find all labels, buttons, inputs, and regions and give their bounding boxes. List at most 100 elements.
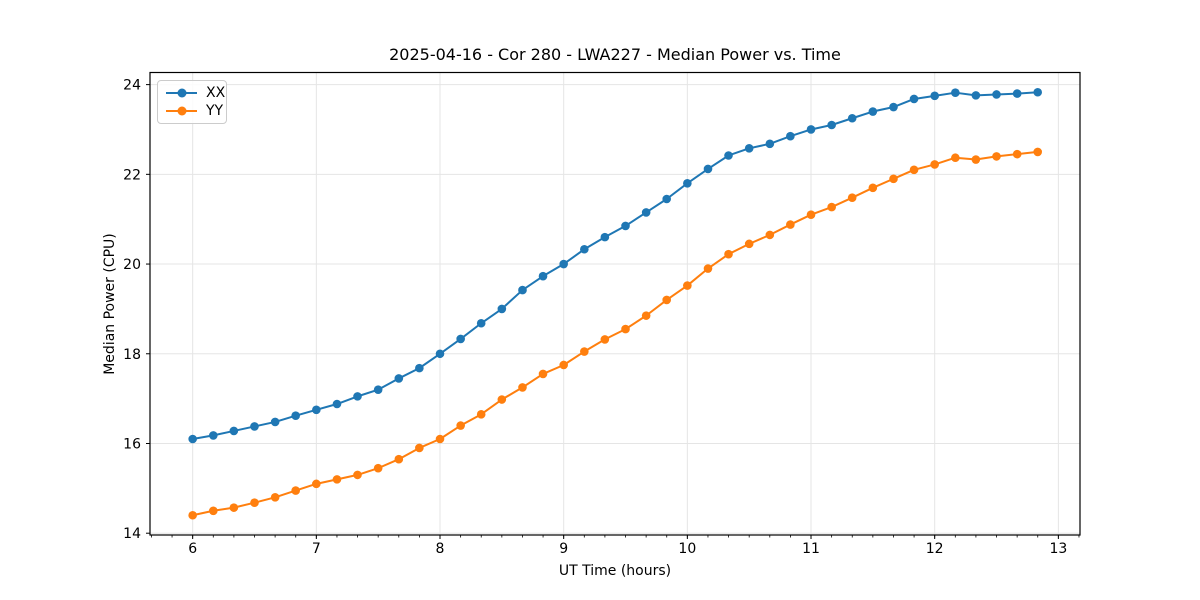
series-yy-marker [827,202,836,212]
series-yy-marker [250,498,259,508]
series-yy-marker [580,347,589,356]
series-xx-marker [744,144,754,153]
y-tick-label: 16 [123,436,141,452]
series-yy-marker [229,503,239,512]
series-xx-marker [724,151,733,160]
series-yy-marker [683,281,692,290]
series-xx-marker [683,179,692,188]
series-yy-marker [930,160,939,169]
series-yy-marker [312,479,321,489]
series-xx-marker [889,102,898,112]
x-tick-label: 9 [559,541,568,557]
legend-line-xx-icon [166,87,197,99]
series-yy-marker [992,152,1001,161]
series-xx-marker [476,318,486,328]
series-xx-marker [971,91,981,100]
series-yy-marker [847,193,857,202]
series-xx-marker [415,363,424,373]
legend-label-yy: YY [206,103,224,119]
series-yy-marker [559,360,568,370]
plot-border [149,71,1081,536]
legend-label-xx: XX [206,85,226,101]
series-yy-marker [868,183,878,193]
series-yy-marker [744,239,754,249]
series-xx-marker [847,113,857,123]
series-yy-marker [600,335,610,344]
series-xx-marker [621,221,630,231]
series-xx-marker [951,88,960,97]
series-xx-marker [1033,87,1042,97]
y-tick-label: 18 [123,347,141,363]
series-yy-marker [332,475,342,484]
x-tick-label: 10 [678,541,696,557]
series-xx-marker [827,120,836,130]
series-xx-marker [868,107,878,116]
x-tick-label: 13 [1049,541,1067,557]
x-tick-label: 11 [802,541,820,557]
series-xx-marker [291,411,300,420]
series-xx-marker [538,271,548,281]
series-yy-marker [662,295,671,305]
series-yy-marker [353,470,362,480]
chart-title: 2025-04-16 - Cor 280 - LWA227 - Median P… [389,45,841,64]
series-yy-marker [951,153,960,163]
series-xx-marker [806,125,816,134]
series-xx-marker [930,91,939,101]
series-yy-marker [518,383,527,392]
y-tick-label: 14 [123,526,141,542]
series-xx-line [191,91,1039,440]
series-yy-marker [909,165,919,175]
series-xx-marker [435,349,445,359]
series-yy-marker [291,486,300,495]
series-xx-marker [662,194,671,204]
series-xx-marker [992,90,1001,99]
series-xx-marker [703,164,713,174]
legend: XX YY [157,80,227,124]
x-tick-label: 8 [436,541,445,557]
legend-item-yy: YY [166,103,223,119]
series-yy-marker [538,369,548,379]
series-yy-marker [703,264,713,273]
series-yy-marker [806,210,816,219]
series-xx-marker [456,334,465,344]
series-yy-marker [1033,147,1042,157]
series-yy-marker [435,434,445,444]
series-yy-marker [394,454,404,464]
series-yy-marker [373,463,383,473]
series-yy-marker [889,174,898,184]
series-yy-marker [497,395,507,404]
series-xx-marker [909,94,919,104]
series-yy-marker [971,155,981,164]
series-xx-marker [229,426,239,436]
series-yy-marker [270,493,280,502]
series-yy-marker [621,324,630,334]
series-xx-marker [270,417,280,427]
series-xx-marker [518,285,527,295]
series-yy-marker [415,443,424,453]
series-yy-marker [1012,149,1022,159]
series-yy-marker [765,230,775,240]
series-xx-marker [312,405,321,415]
series-yy-marker [786,220,795,229]
x-tick-label: 6 [188,541,197,557]
series-yy-marker [188,510,197,520]
series-yy-marker [456,421,465,430]
x-tick-label: 7 [312,541,321,557]
x-axis-label: UT Time (hours) [558,563,672,579]
series-xx-marker [353,392,362,401]
y-tick-label: 22 [123,167,141,183]
series-xx-marker [765,139,775,149]
series-xx-marker [209,431,218,440]
y-tick-label: 24 [123,78,141,94]
series-xx-marker [580,244,589,254]
series-xx-marker [641,208,651,217]
legend-item-xx: XX [166,85,225,101]
series-yy-marker [476,410,486,419]
series-yy-marker [724,249,733,259]
series-yy-marker [641,311,651,320]
series-xx-marker [1012,89,1022,98]
series-xx-marker [373,385,383,394]
series-yy-marker [209,506,218,516]
